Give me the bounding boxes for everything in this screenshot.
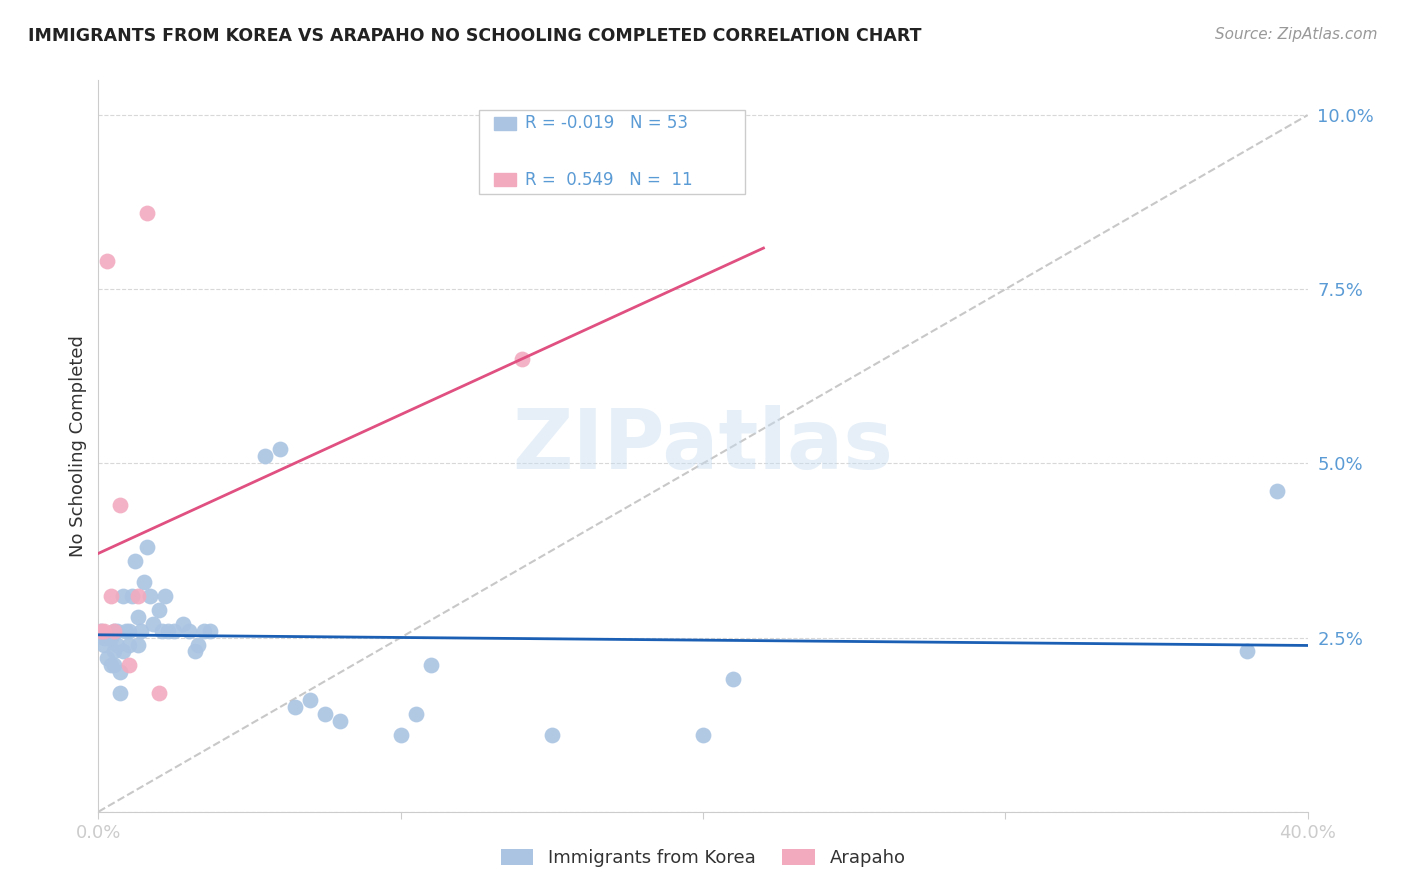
Point xyxy=(405,707,427,722)
Point xyxy=(510,351,533,366)
Point xyxy=(93,631,115,645)
Point xyxy=(111,589,134,603)
Point xyxy=(1236,644,1258,658)
Point xyxy=(127,638,149,652)
Text: IMMIGRANTS FROM KOREA VS ARAPAHO NO SCHOOLING COMPLETED CORRELATION CHART: IMMIGRANTS FROM KOREA VS ARAPAHO NO SCHO… xyxy=(28,27,921,45)
Y-axis label: No Schooling Completed: No Schooling Completed xyxy=(69,335,87,557)
FancyBboxPatch shape xyxy=(494,117,516,130)
Point xyxy=(142,616,165,631)
Point xyxy=(163,624,186,638)
Point xyxy=(299,693,322,707)
Point xyxy=(1267,484,1289,499)
Text: Source: ZipAtlas.com: Source: ZipAtlas.com xyxy=(1215,27,1378,42)
Point xyxy=(179,624,201,638)
Point xyxy=(127,589,149,603)
Point xyxy=(253,450,276,464)
Point xyxy=(420,658,443,673)
Point xyxy=(284,700,307,714)
Point xyxy=(723,673,745,687)
Point xyxy=(103,624,125,638)
Point xyxy=(108,665,131,680)
Point xyxy=(150,624,173,638)
Point xyxy=(114,624,136,638)
Point xyxy=(127,609,149,624)
Text: R = -0.019   N = 53: R = -0.019 N = 53 xyxy=(526,114,689,132)
Point xyxy=(96,631,118,645)
Point xyxy=(105,638,128,652)
FancyBboxPatch shape xyxy=(479,110,745,194)
Point xyxy=(121,589,143,603)
Point xyxy=(90,624,112,638)
Point xyxy=(129,624,152,638)
Point xyxy=(193,624,215,638)
Point xyxy=(132,574,155,589)
Point xyxy=(111,644,134,658)
Point xyxy=(184,644,207,658)
Point xyxy=(124,554,146,568)
Point xyxy=(90,624,112,638)
Text: R =  0.549   N =  11: R = 0.549 N = 11 xyxy=(526,170,693,189)
Point xyxy=(100,631,122,645)
Point xyxy=(187,638,209,652)
Point xyxy=(105,624,128,638)
Point xyxy=(156,624,179,638)
Point xyxy=(200,624,222,638)
Point xyxy=(96,651,118,665)
Point xyxy=(135,205,157,219)
Point xyxy=(118,638,141,652)
Point xyxy=(389,728,412,742)
Point xyxy=(172,616,194,631)
Point xyxy=(118,658,141,673)
Point xyxy=(329,714,352,728)
Text: ZIPatlas: ZIPatlas xyxy=(513,406,893,486)
Point xyxy=(100,589,122,603)
Point xyxy=(153,589,176,603)
Point xyxy=(148,603,170,617)
Point xyxy=(148,686,170,700)
Point xyxy=(692,728,714,742)
Point xyxy=(93,638,115,652)
Point xyxy=(540,728,562,742)
Point xyxy=(103,644,125,658)
Point xyxy=(96,254,118,268)
Point xyxy=(108,686,131,700)
FancyBboxPatch shape xyxy=(494,173,516,186)
Point xyxy=(108,498,131,512)
Point xyxy=(103,624,125,638)
Point xyxy=(314,707,336,722)
Point xyxy=(139,589,162,603)
Point xyxy=(118,624,141,638)
Point xyxy=(93,624,115,638)
Legend: Immigrants from Korea, Arapaho: Immigrants from Korea, Arapaho xyxy=(494,841,912,874)
Point xyxy=(103,658,125,673)
Point xyxy=(269,442,291,457)
Point xyxy=(135,540,157,554)
Point xyxy=(100,658,122,673)
